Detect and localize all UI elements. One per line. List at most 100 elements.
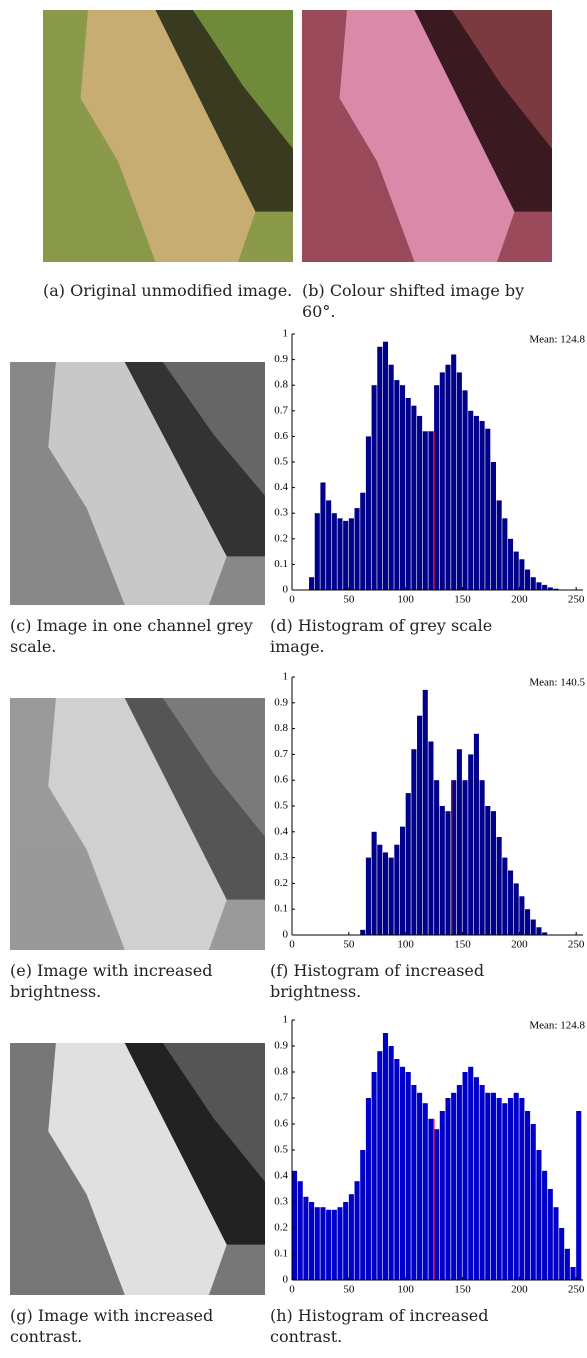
histogram-bar [485,428,491,590]
histogram-bar [399,385,406,590]
histogram-bar [417,715,423,935]
histogram-bar [473,1077,479,1280]
y-tick-label: 0.8 [274,1066,288,1078]
histogram-bar [479,421,485,590]
histogram-bar [473,415,479,590]
histogram-bar [377,844,383,935]
x-tick-label: 50 [343,939,355,951]
caption: (d) Histogram of grey scale image. [270,616,493,656]
y-tick-label: 0.6 [274,430,288,442]
histogram-bar [530,1124,536,1280]
histogram-bar [411,405,417,590]
histogram-bar [439,806,445,935]
histogram-bar [388,1046,394,1280]
histogram-bar [502,857,508,935]
y-tick-label: 0 [283,929,289,941]
histogram-bar [507,1098,514,1280]
y-tick-label: 0.5 [274,800,288,812]
y-tick-label: 1 [283,328,289,340]
histogram-bar [445,811,451,935]
histogram-bar [485,806,491,935]
mean-annotation: Mean: 124.8 [529,334,585,346]
histogram-bar [292,1170,298,1280]
photo-grass [163,698,265,837]
histogram-bar [422,689,428,935]
histogram-bar [331,513,337,590]
y-tick-label: 0.9 [274,696,288,708]
y-tick-label: 0.3 [274,507,288,519]
histogram-bar [462,390,468,590]
y-tick-label: 0.3 [274,851,288,863]
mean-annotation: Mean: 124.8 [529,1020,585,1032]
histogram-bar [439,1111,445,1280]
y-tick-label: 0.4 [274,481,288,493]
caption: (e) Image with increased brightness. [10,961,213,1001]
histogram-bar [547,1189,553,1280]
photo-bed [80,10,256,262]
y-tick-label: 0.7 [274,748,288,760]
histogram-bar [507,870,514,935]
y-tick-label: 0.6 [274,774,288,786]
histogram-bar [320,482,326,590]
histogram-bar [309,1202,315,1280]
histogram-bar [468,410,474,590]
photo-river [155,10,293,212]
histogram-bar [360,1150,366,1280]
histogram-bar [439,372,445,590]
histogram-bar [303,1196,309,1280]
histogram-bar [536,927,542,935]
histogram-bar [468,1066,474,1280]
histogram-bar [513,551,519,590]
y-tick-label: 1 [283,671,289,683]
histogram-bar [519,896,525,935]
histogram-bar [559,1228,565,1280]
histogram-bar [399,826,406,935]
histogram-bar [496,500,502,590]
histogram-bar [536,582,542,590]
y-tick-label: 0.7 [274,1092,288,1104]
histogram-bar [428,1118,434,1280]
y-tick-label: 0.1 [274,558,288,570]
y-tick-label: 1 [283,1014,289,1026]
histogram-bar [456,1085,462,1280]
y-tick-label: 0.6 [274,1118,288,1130]
histogram-bar [343,520,349,590]
photo-grass [193,10,293,149]
histogram-bar [348,518,354,590]
histogram-bar [405,1072,411,1280]
caption: (g) Image with increased contrast. [10,1306,214,1346]
x-tick-label: 200 [511,939,528,951]
histogram-bar [451,780,457,935]
photo-bed [48,1043,227,1295]
photo-edge [10,849,125,950]
histogram-bar [519,559,525,590]
histogram-bar [456,372,462,590]
x-tick-label: 150 [454,1284,471,1296]
histogram-bar [297,1181,303,1280]
histogram-bar [399,1066,406,1280]
histogram-bar [553,1207,559,1280]
histogram-bar [564,1248,570,1280]
photo-edge [10,1194,125,1295]
x-tick-label: 100 [397,939,414,951]
histogram-bar [502,1103,508,1280]
histogram-bar [388,857,394,935]
histogram-bar [309,577,315,590]
y-tick-label: 0.2 [274,532,288,544]
histogram-bar [337,518,343,590]
x-tick-label: 0 [289,939,295,951]
y-tick-label: 0.3 [274,1196,288,1208]
histogram-bar [354,1181,360,1280]
histogram-bar [331,1209,337,1280]
x-tick-label: 100 [397,594,414,606]
y-tick-label: 0.1 [274,903,288,915]
histogram-bar [382,852,389,935]
histogram-bar [576,1111,582,1280]
histogram-bar [365,1098,371,1280]
photo-bed [48,362,227,605]
histogram-bar [360,929,366,935]
caption: (c) Image in one channel grey scale. [10,616,253,656]
histogram-bar [525,909,531,935]
